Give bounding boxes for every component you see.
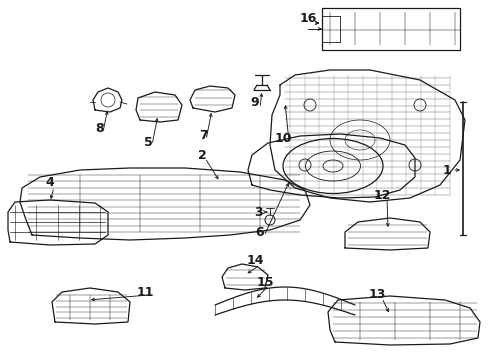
- Text: 5: 5: [144, 135, 152, 149]
- Text: 3: 3: [254, 206, 262, 219]
- Text: 7: 7: [198, 129, 207, 141]
- Text: 11: 11: [136, 285, 154, 298]
- Text: 14: 14: [246, 253, 264, 266]
- Text: 10: 10: [274, 131, 292, 144]
- Text: 9: 9: [251, 95, 259, 108]
- Text: 4: 4: [46, 176, 54, 189]
- Text: 12: 12: [373, 189, 391, 202]
- Text: 8: 8: [96, 122, 104, 135]
- Text: 2: 2: [197, 149, 206, 162]
- Text: 15: 15: [256, 275, 274, 288]
- Text: 1: 1: [442, 163, 451, 176]
- Text: 6: 6: [256, 226, 264, 239]
- Text: 13: 13: [368, 288, 386, 302]
- Text: 16: 16: [299, 12, 317, 24]
